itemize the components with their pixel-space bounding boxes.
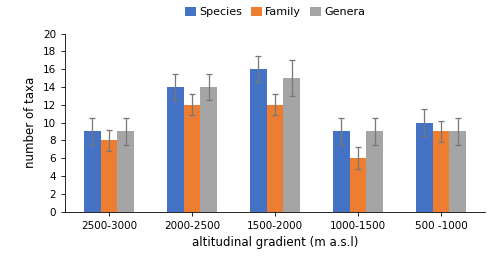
Bar <box>100 140 117 212</box>
Bar <box>333 132 349 212</box>
Y-axis label: number of taxa: number of taxa <box>24 77 37 168</box>
X-axis label: altitudinal gradient (m a.s.l): altitudinal gradient (m a.s.l) <box>192 236 358 249</box>
Bar <box>284 78 300 212</box>
Bar <box>366 132 383 212</box>
Bar <box>432 132 450 212</box>
Bar <box>416 123 432 212</box>
Bar <box>200 87 217 212</box>
Bar <box>350 158 366 212</box>
Bar <box>450 132 466 212</box>
Bar <box>167 87 184 212</box>
Bar <box>250 69 266 212</box>
Bar <box>266 105 283 212</box>
Legend: Species, Family, Genera: Species, Family, Genera <box>184 7 366 17</box>
Bar <box>118 132 134 212</box>
Bar <box>184 105 200 212</box>
Bar <box>84 132 100 212</box>
